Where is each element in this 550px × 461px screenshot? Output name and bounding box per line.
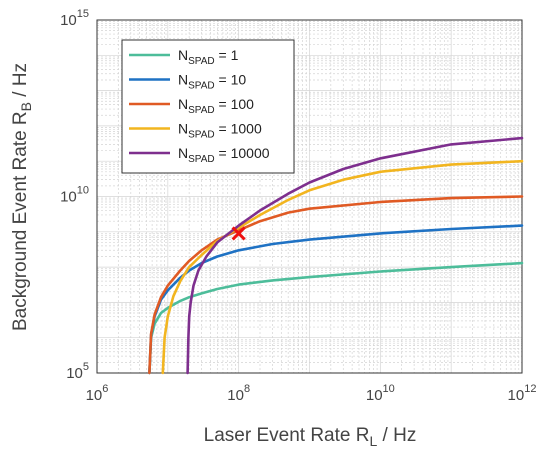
grid [97, 20, 522, 373]
y-tick-label: 1015 [60, 8, 89, 29]
x-tick-label: 108 [227, 383, 250, 404]
series-layer [148, 136, 524, 375]
series-line-1 [148, 261, 524, 375]
y-tick-label: 105 [66, 361, 89, 382]
marker-layer [231, 226, 246, 241]
x-tick-label: 106 [86, 383, 109, 404]
legend-box [121, 39, 295, 174]
legend-entry-2: NSPAD = 10 [129, 72, 246, 92]
x-tick-label: 1012 [508, 383, 537, 404]
x-tick-label: 1010 [366, 383, 395, 404]
series-line-5 [186, 136, 524, 375]
legend-entry-5: NSPAD = 10000 [129, 145, 270, 165]
legend-label: NSPAD = 10 [178, 72, 246, 92]
y-tick-label: 1010 [60, 185, 89, 206]
x-axis-label: Laser Event Rate RL / Hz [204, 425, 417, 449]
legend-label: NSPAD = 100 [178, 96, 254, 116]
legend-label: NSPAD = 10000 [178, 145, 270, 165]
legend-entry-1: NSPAD = 1 [129, 47, 239, 67]
legend-label: NSPAD = 1000 [178, 121, 262, 141]
y-tick-labels: 105 1010 1015 [60, 8, 89, 382]
legend-label: NSPAD = 1 [178, 47, 239, 67]
y-axis-label: Background Event Rate RB / Hz [10, 63, 34, 331]
legend-entry-3: NSPAD = 100 [129, 96, 254, 116]
series-line-3 [148, 195, 524, 375]
x-tick-labels: 106 108 1010 1012 [86, 383, 537, 404]
legend-entry-4: NSPAD = 1000 [129, 121, 262, 141]
legend: NSPAD = 1 NSPAD = 10 NSPAD = 100 NSPAD = 10… [121, 39, 295, 174]
marker-x [231, 226, 246, 241]
